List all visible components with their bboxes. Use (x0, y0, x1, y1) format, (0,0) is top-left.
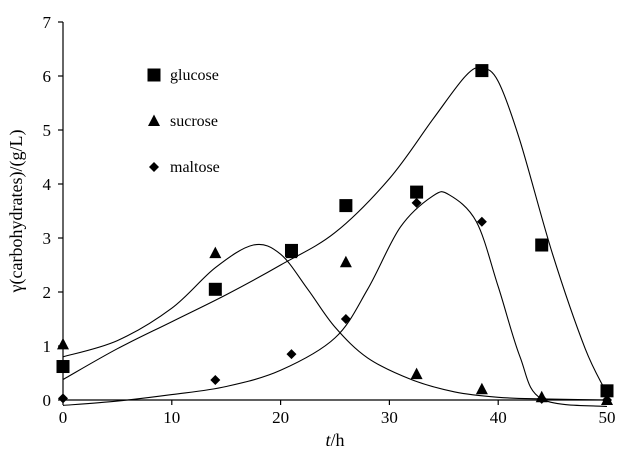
legend-sucrose-marker (148, 114, 160, 126)
y-tick-label: 5 (43, 121, 52, 140)
glucose-data-point (56, 360, 70, 374)
sucrose-fit-curve (62, 243, 608, 401)
legend-maltose-marker (149, 162, 159, 172)
x-axis-label-unit: /h (331, 430, 345, 450)
x-axis-label-variable: t (325, 430, 331, 450)
legend-maltose-label: maltose (170, 159, 220, 176)
x-tick-label: 10 (163, 408, 180, 427)
legend-glucose-marker (147, 68, 161, 82)
y-tick-label: 1 (43, 337, 52, 356)
y-axis-label: γ(carbohydrates)/(g/L) (6, 130, 27, 294)
sucrose-data-point (209, 246, 222, 259)
y-tick-label: 7 (43, 13, 52, 32)
glucose-data-point (600, 384, 614, 398)
maltose-data-point (210, 375, 221, 386)
maltose-data-point (411, 197, 422, 208)
glucose-fit-curve (62, 67, 608, 394)
x-tick-label: 30 (381, 408, 398, 427)
x-tick-label: 50 (599, 408, 616, 427)
y-tick-label: 0 (43, 391, 52, 410)
glucose-data-point (535, 238, 549, 252)
maltose-data-point (58, 393, 68, 404)
axes (62, 22, 607, 401)
x-tick-label: 20 (272, 408, 289, 427)
x-tick-label: 40 (490, 408, 507, 427)
y-tick-label: 6 (43, 67, 52, 86)
glucose-data-point (208, 282, 222, 296)
ticks: 0 1 2 3 4 5 6 7 0 10 20 30 40 50 (43, 13, 616, 427)
legend-sucrose-label: sucrose (170, 113, 218, 130)
maltose-data-point (476, 216, 487, 227)
glucose-data-point (475, 64, 489, 78)
data-markers (56, 64, 614, 405)
maltose-fit-curve (62, 191, 608, 408)
y-tick-label: 3 (43, 229, 52, 248)
x-tick-label: 0 (59, 408, 68, 427)
legend: glucose sucrose maltose (147, 67, 220, 176)
sucrose-data-point (285, 246, 298, 259)
glucose-data-point (410, 185, 424, 199)
sucrose-data-point (339, 255, 352, 268)
x-axis-label: t/h (325, 430, 344, 450)
maltose-data-point (340, 314, 351, 324)
glucose-data-point (339, 199, 353, 213)
sucrose-data-point (410, 367, 423, 380)
y-tick-label: 2 (43, 283, 52, 302)
maltose-data-point (602, 395, 612, 405)
y-tick-label: 4 (43, 175, 52, 194)
fit-curves (62, 67, 608, 408)
maltose-data-point (536, 393, 547, 404)
maltose-data-point (286, 349, 297, 360)
sucrose-data-point (475, 382, 488, 395)
sucrose-data-point (57, 337, 69, 350)
legend-glucose-label: glucose (170, 67, 219, 84)
